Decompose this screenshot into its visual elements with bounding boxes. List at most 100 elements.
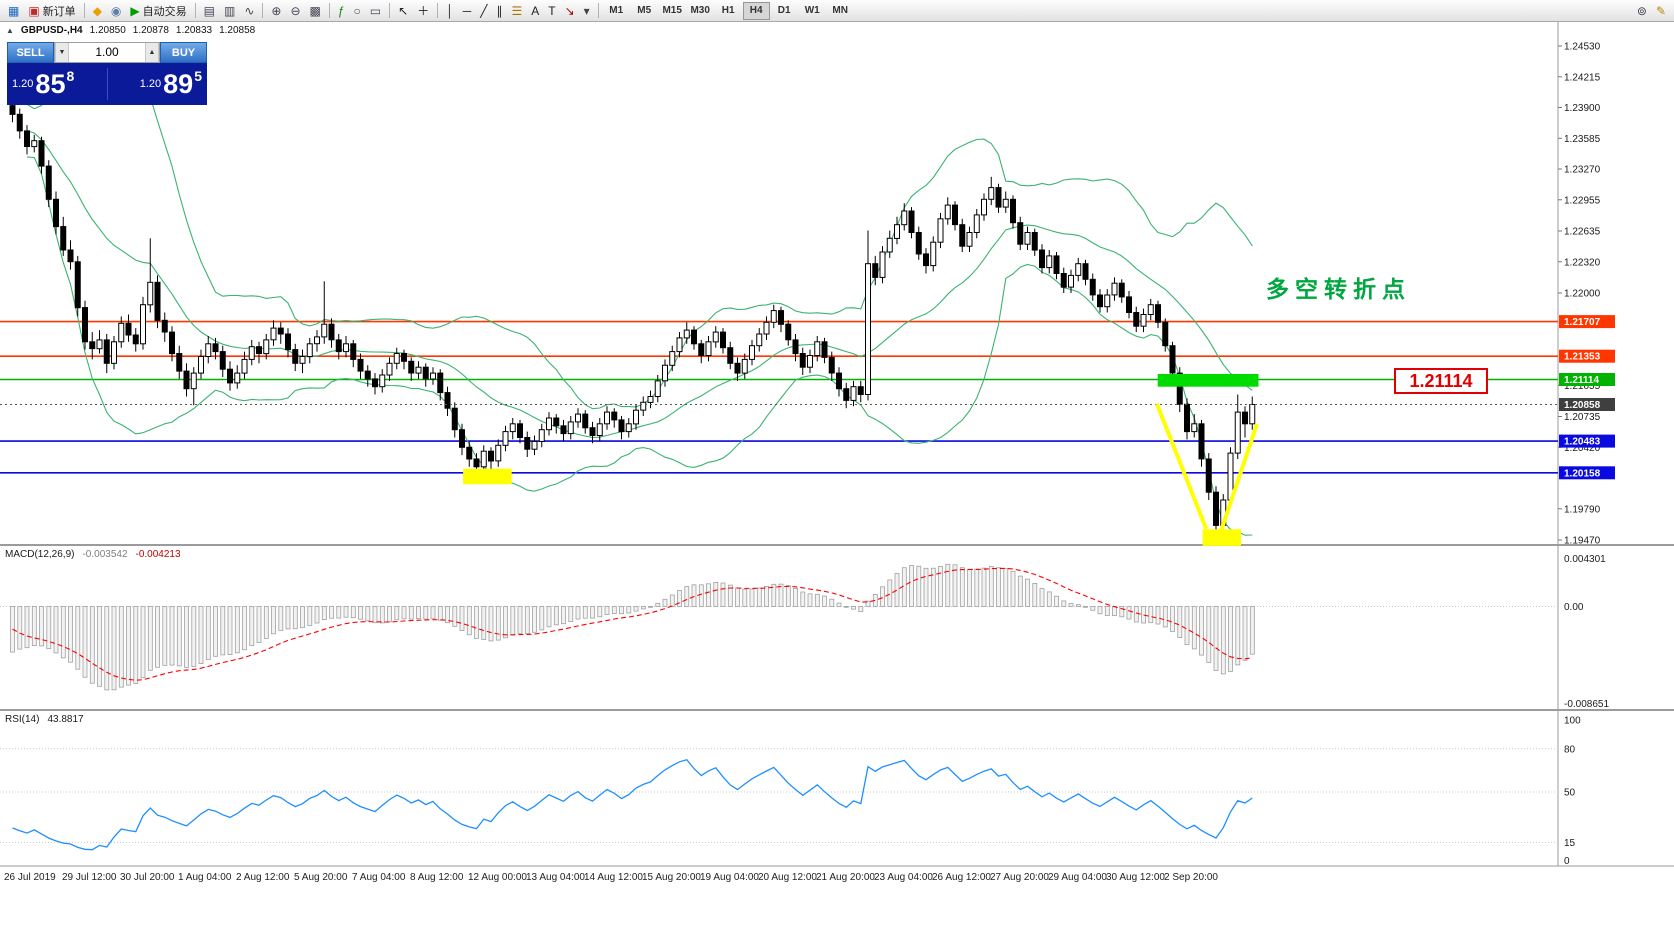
- rsi-title: RSI(14): [5, 714, 40, 725]
- fibonacci-icon: ☰: [511, 3, 523, 18]
- symbol-period-label: GBPUSD-,H4: [20, 25, 83, 36]
- zoom-out-button[interactable]: ⊖: [286, 1, 304, 20]
- text-icon: A: [531, 3, 540, 18]
- toolbar-separator: [194, 3, 196, 18]
- svg-text:2 Sep 20:00: 2 Sep 20:00: [1164, 872, 1218, 883]
- bar-chart-button[interactable]: ▤: [200, 1, 219, 20]
- svg-text:1.20483: 1.20483: [1564, 437, 1601, 448]
- svg-text:1.22955: 1.22955: [1564, 195, 1601, 206]
- cursor-button[interactable]: ↖: [394, 1, 412, 20]
- timeframe-d1-button[interactable]: D1: [771, 2, 798, 20]
- templates-icon: ▭: [369, 3, 382, 18]
- buy-price-pip: 5: [194, 68, 202, 84]
- timeframe-m1-button[interactable]: M1: [603, 2, 630, 20]
- sell-button[interactable]: SELL: [7, 42, 54, 63]
- volume-input[interactable]: 1.00: [95, 45, 119, 59]
- channel-button[interactable]: ∥: [492, 1, 506, 20]
- collapse-trade-panel-icon[interactable]: ▲: [6, 26, 14, 35]
- volume-decrease-button[interactable]: ▼: [55, 43, 69, 62]
- toolbar-separator: [437, 3, 439, 18]
- metaeditor-button[interactable]: ✎: [1652, 1, 1670, 20]
- bollinger-upper-band: [26, 59, 1253, 410]
- trendline-button[interactable]: ╱: [476, 1, 491, 20]
- sell-price-main: 85: [35, 69, 66, 99]
- svg-text:1.23900: 1.23900: [1564, 103, 1601, 114]
- toolbar-separator: [262, 3, 264, 18]
- arrows-button[interactable]: ↘: [561, 1, 579, 20]
- buy-button[interactable]: BUY: [160, 42, 207, 63]
- time-scale[interactable]: [0, 866, 1674, 948]
- bollinger-middle-band: [26, 130, 1253, 439]
- sell-price-display[interactable]: 1.20 85 8: [7, 63, 107, 105]
- ohlc-header: ▲ GBPUSD-,H4 1.20850 1.20878 1.20833 1.2…: [6, 25, 255, 36]
- buy-price-display[interactable]: 1.20 89 5: [108, 63, 208, 105]
- shapes-dropdown-button[interactable]: ▾: [580, 1, 594, 20]
- support-zone-september-highlight[interactable]: [1202, 529, 1241, 546]
- svg-text:29 Jul 12:00: 29 Jul 12:00: [62, 872, 117, 883]
- profile-button[interactable]: ◉: [107, 1, 125, 20]
- autotrading-button-label: 自动交易: [142, 5, 187, 18]
- candlestick-chart-button[interactable]: ▥: [220, 1, 239, 20]
- zoom-in-button[interactable]: ⊕: [267, 1, 285, 20]
- horizontal-level-lines[interactable]: [0, 320, 1558, 474]
- new-order-icon: ▣: [28, 3, 40, 18]
- timeframe-h4-button[interactable]: H4: [742, 1, 770, 20]
- svg-text:5 Aug 20:00: 5 Aug 20:00: [294, 872, 348, 883]
- crosshair-button[interactable]: ＋: [413, 1, 433, 20]
- periods-button[interactable]: ○: [350, 1, 365, 20]
- rsi-line: [12, 758, 1253, 851]
- macd-signal-value: -0.004213: [135, 549, 181, 560]
- price-level-flag[interactable]: 1.21114: [1394, 368, 1488, 394]
- svg-text:26 Jul 2019: 26 Jul 2019: [4, 872, 56, 883]
- chart-canvas[interactable]: 1.24530 1.24215 1.23900 1.23585 1.23270 1.229…: [0, 22, 1674, 948]
- search-symbol-button[interactable]: ⊚: [1633, 1, 1651, 20]
- new-order-button[interactable]: ▣ 新订单: [24, 1, 79, 20]
- timeframe-m15-button[interactable]: M15: [659, 2, 686, 20]
- tile-windows-icon: ▩: [309, 3, 321, 18]
- macd-signal-line: [12, 567, 1253, 681]
- cursor-icon: ↖: [398, 3, 409, 18]
- horizontal-line-button[interactable]: ─: [459, 1, 476, 20]
- mql5-community-button[interactable]: ◆: [89, 1, 106, 20]
- zoom-out-icon: ⊖: [290, 3, 301, 18]
- svg-text:29 Aug 04:00: 29 Aug 04:00: [1048, 872, 1107, 883]
- toolbar-separator: [328, 3, 330, 18]
- svg-text:1.19470: 1.19470: [1564, 536, 1601, 547]
- svg-text:1.23270: 1.23270: [1564, 165, 1601, 176]
- svg-text:12 Aug 00:00: 12 Aug 00:00: [468, 872, 527, 883]
- timeframe-m30-button[interactable]: M30: [687, 2, 714, 20]
- one-click-trading-panel: SELL ▼ 1.00 ▲ BUY 1.20 85 8 1.20 89: [7, 42, 207, 105]
- text-button[interactable]: A: [527, 1, 543, 20]
- high-price-value: 1.20878: [132, 25, 169, 36]
- fibonacci-button[interactable]: ☰: [507, 1, 526, 20]
- timeframe-w1-button[interactable]: W1: [799, 2, 826, 20]
- trendline-icon: ╱: [480, 3, 488, 18]
- vertical-line-button[interactable]: │: [442, 1, 458, 20]
- indicators-button[interactable]: ƒ: [334, 1, 349, 20]
- new-chart-button[interactable]: ▦: [4, 1, 23, 20]
- profile-icon: ◉: [110, 3, 122, 18]
- timeframe-m5-button[interactable]: M5: [631, 2, 658, 20]
- autotrading-button[interactable]: ▶ 自动交易: [126, 1, 190, 20]
- support-zone-august-highlight[interactable]: [463, 468, 512, 485]
- mql5-community-icon: ◆: [92, 3, 102, 18]
- timeframe-h1-button[interactable]: H1: [715, 2, 742, 20]
- line-chart-button[interactable]: ∿: [240, 1, 258, 20]
- pivot-zone-green-highlight[interactable]: [1157, 374, 1259, 387]
- templates-button[interactable]: ▭: [366, 1, 385, 20]
- buy-price-main: 89: [163, 69, 194, 99]
- turning-point-annotation[interactable]: 多空转折点: [1266, 276, 1411, 302]
- v-pattern-left-line[interactable]: [1155, 403, 1209, 530]
- text-label-icon: T: [548, 3, 556, 18]
- timeframe-mn-button[interactable]: MN: [827, 2, 854, 20]
- user-drawings[interactable]: [463, 374, 1259, 546]
- text-label-button[interactable]: T: [544, 1, 559, 20]
- tile-windows-button[interactable]: ▩: [306, 1, 325, 20]
- svg-text:1.23585: 1.23585: [1564, 134, 1601, 145]
- svg-text:15 Aug 20:00: 15 Aug 20:00: [642, 872, 701, 883]
- svg-text:21 Aug 20:00: 21 Aug 20:00: [816, 872, 875, 883]
- v-pattern-right-line[interactable]: [1217, 423, 1259, 537]
- svg-text:1.22320: 1.22320: [1564, 257, 1601, 268]
- volume-increase-button[interactable]: ▲: [145, 43, 159, 62]
